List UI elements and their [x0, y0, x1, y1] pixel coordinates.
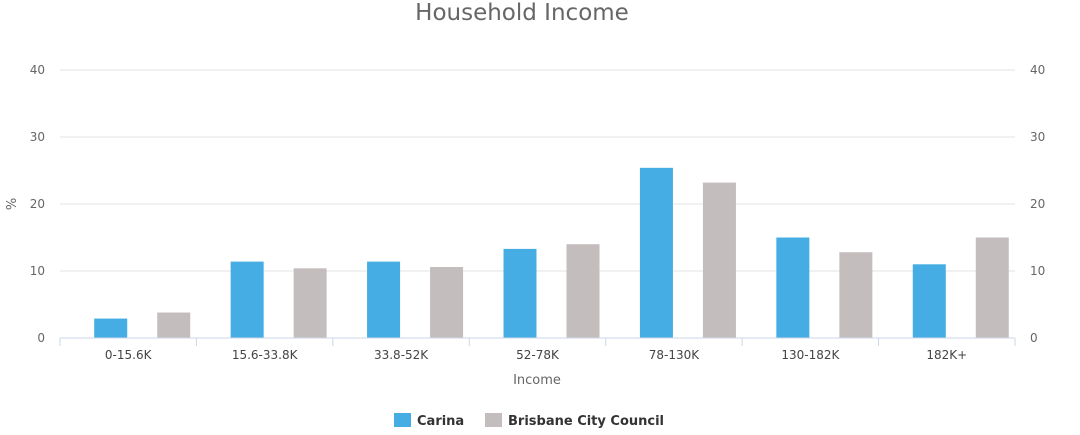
y-tick-label-right: 10	[1030, 264, 1045, 278]
bar-carina	[230, 261, 264, 338]
y-tick-label-right: 20	[1030, 197, 1045, 211]
y-tick-label-left: 10	[30, 264, 45, 278]
x-tick-label: 33.8-52K	[374, 348, 429, 362]
x-tick-label: 130-182K	[781, 348, 840, 362]
y-tick-label-left: 30	[30, 130, 45, 144]
bar-brisbane-city-council	[975, 237, 1009, 338]
bar-brisbane-city-council	[839, 252, 873, 338]
bar-carina	[503, 248, 537, 338]
bar-carina	[912, 264, 946, 338]
bar-brisbane-city-council	[293, 268, 327, 338]
y-axis-right-ticks: 0 10 20 30 40	[1030, 63, 1045, 345]
gridlines	[60, 69, 1015, 272]
x-axis-ticks: 0-15.6K 15.6-33.8K 33.8-52K 52-78K 78-130K 13…	[105, 348, 967, 362]
x-tick-label: 0-15.6K	[105, 348, 153, 362]
y-tick-label-right: 30	[1030, 130, 1045, 144]
y-axis-title: %	[5, 198, 20, 210]
x-tick-label: 78-130K	[649, 348, 701, 362]
bars	[94, 167, 1009, 338]
bar-carina	[94, 318, 128, 338]
y-tick-label-left: 40	[30, 63, 45, 77]
chart-title: Household Income	[415, 0, 629, 26]
legend: Carina Brisbane City Council	[394, 413, 664, 429]
y-tick-label-right: 40	[1030, 63, 1045, 77]
legend-label: Carina	[417, 414, 464, 429]
y-axis-left-ticks: 0 10 20 30 40	[30, 63, 45, 345]
bar-brisbane-city-council	[702, 182, 736, 338]
legend-label: Brisbane City Council	[508, 414, 664, 429]
y-tick-label-left: 0	[37, 331, 45, 345]
legend-swatch	[485, 413, 502, 427]
bar-carina	[639, 167, 673, 338]
x-tick-label: 15.6-33.8K	[232, 348, 299, 362]
bar-brisbane-city-council	[566, 244, 600, 338]
x-tick-label: 182K+	[926, 348, 967, 362]
bar-brisbane-city-council	[157, 312, 191, 338]
x-axis-tick-marks	[59, 338, 1016, 346]
bar-brisbane-city-council	[430, 266, 464, 338]
bar-carina	[776, 237, 810, 338]
x-axis-title: Income	[513, 373, 561, 388]
legend-swatch	[394, 413, 411, 427]
y-tick-label-left: 20	[30, 197, 45, 211]
x-tick-label: 52-78K	[516, 348, 560, 362]
bar-carina	[367, 261, 401, 338]
y-tick-label-right: 0	[1030, 331, 1038, 345]
